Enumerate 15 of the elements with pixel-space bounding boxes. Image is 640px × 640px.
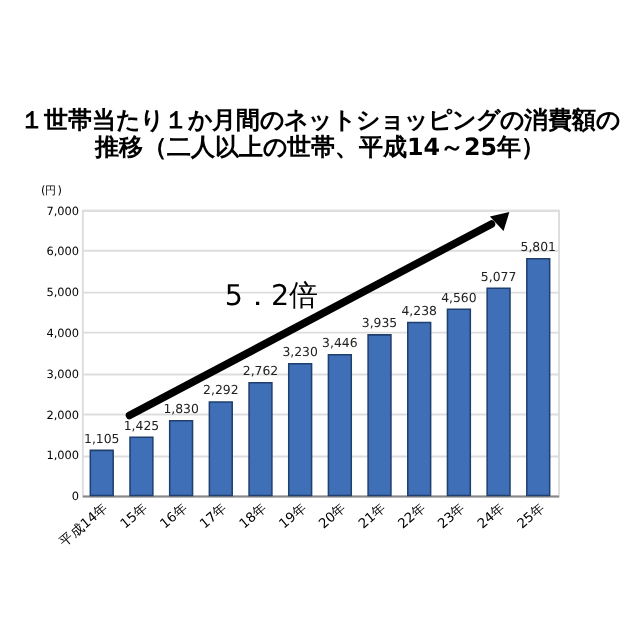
- bar: [287, 362, 313, 497]
- bar: [168, 420, 194, 497]
- bar: [89, 449, 114, 497]
- bar: [367, 334, 392, 497]
- bar: [526, 257, 551, 497]
- bar: [407, 321, 432, 497]
- bar: [248, 381, 273, 497]
- bar: [486, 287, 511, 497]
- bar: [129, 436, 154, 497]
- annotation: 5．2倍: [224, 281, 318, 313]
- text: 推移（二人以上の世帯、平成14～25年）: [94, 133, 546, 162]
- bar: [208, 401, 233, 497]
- bar: [327, 354, 353, 497]
- text: １世帯当たり１か月間のネットショッピングの消費額の: [20, 105, 620, 134]
- bar: [446, 308, 472, 497]
